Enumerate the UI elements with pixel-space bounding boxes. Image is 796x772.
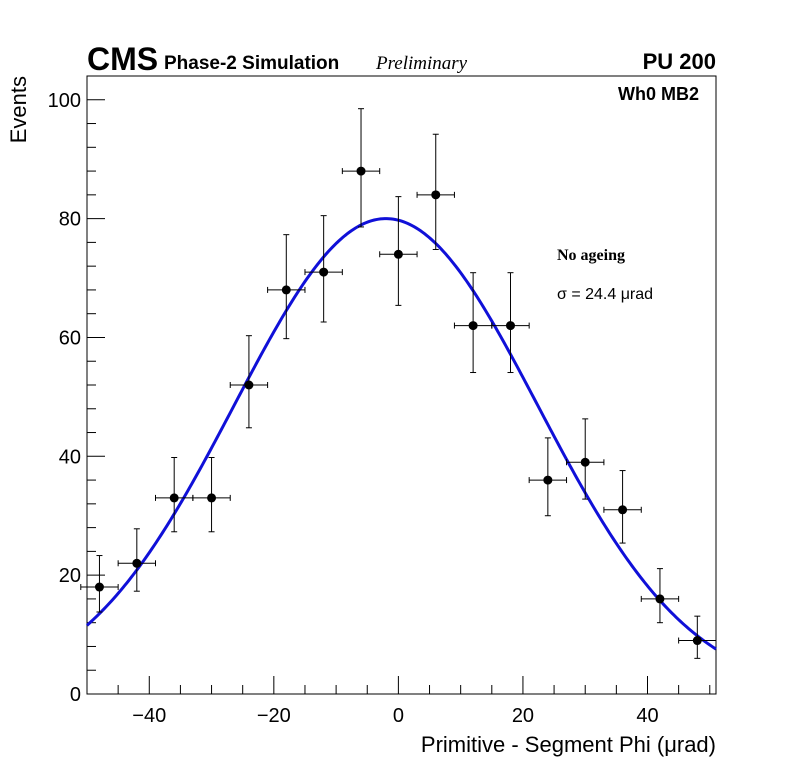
- y-tick-label: 40: [59, 446, 81, 468]
- y-tick-label: 100: [48, 90, 81, 112]
- x-axis-title: Primitive - Segment Phi (μrad): [421, 732, 716, 757]
- data-point: [341, 108, 381, 228]
- data-marker: [431, 190, 441, 200]
- pileup-label: PU 200: [643, 49, 716, 74]
- data-marker: [505, 321, 515, 331]
- y-axis-title: Events: [6, 76, 31, 143]
- y-tick-label: 80: [59, 209, 81, 231]
- preliminary-label: Preliminary: [375, 53, 468, 74]
- data-point: [640, 568, 680, 624]
- data-marker: [692, 636, 702, 646]
- data-marker: [393, 249, 403, 259]
- axis-ticks: −40 −20 0 20 40 0 20 40 60 80 100: [48, 75, 711, 727]
- condition-label: No ageing: [557, 247, 625, 264]
- plot-frame: [86, 75, 717, 695]
- data-marker: [132, 558, 142, 568]
- data-point: [304, 215, 343, 323]
- region-label: Wh0 MB2: [618, 84, 699, 104]
- data-point: [678, 615, 717, 659]
- cms-label: CMS: [87, 41, 158, 77]
- x-tick-label: 40: [636, 705, 658, 727]
- fit-curve: [85, 217, 717, 651]
- y-tick-label: 0: [70, 684, 81, 706]
- data-marker: [580, 457, 590, 467]
- sigma-label: σ = 24.4 μrad: [557, 286, 653, 303]
- data-point: [453, 272, 493, 374]
- x-tick-label: 20: [512, 705, 534, 727]
- data-point: [416, 133, 455, 251]
- data-marker: [244, 380, 254, 390]
- data-point: [603, 470, 642, 544]
- x-tick-label: −20: [257, 705, 291, 727]
- data-point: [566, 418, 605, 500]
- data-point: [267, 234, 306, 340]
- data-marker: [281, 285, 291, 295]
- data-marker: [655, 594, 665, 604]
- x-tick-label: 0: [393, 705, 404, 727]
- y-tick-label: 60: [59, 327, 81, 349]
- data-marker: [94, 582, 104, 592]
- data-points-group: [80, 108, 717, 659]
- data-marker: [468, 321, 478, 331]
- data-point: [379, 196, 418, 306]
- fit-curve-group: [85, 217, 717, 651]
- data-point: [80, 555, 119, 613]
- data-point: [491, 272, 530, 374]
- data-marker: [319, 267, 329, 277]
- data-point: [155, 456, 194, 533]
- data-marker: [543, 475, 553, 485]
- data-point: [192, 456, 231, 533]
- data-point: [229, 335, 269, 429]
- data-marker: [356, 166, 366, 176]
- data-point: [117, 528, 157, 592]
- data-marker: [618, 505, 628, 515]
- data-marker: [207, 493, 217, 503]
- data-point: [528, 437, 568, 517]
- data-marker: [169, 493, 179, 503]
- x-tick-label: −40: [132, 705, 166, 727]
- simulation-label: Phase-2 Simulation: [164, 53, 339, 74]
- y-tick-label: 20: [59, 565, 81, 587]
